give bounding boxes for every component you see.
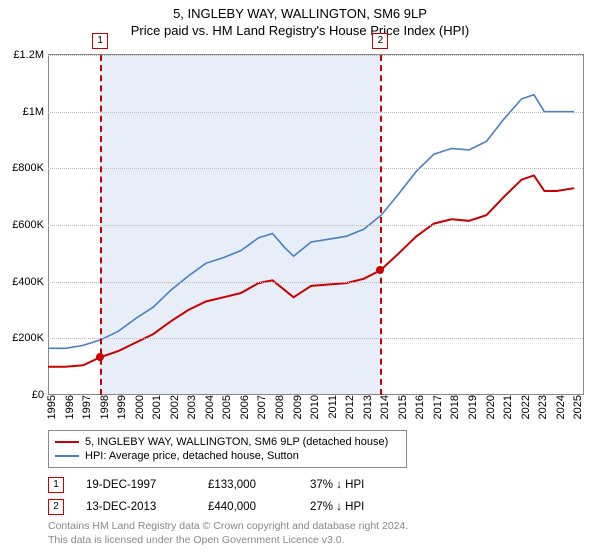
- sale-date: 13-DEC-2013: [86, 501, 186, 513]
- sale-delta: 37% ↓ HPI: [310, 479, 400, 491]
- y-tick-label: £600K: [12, 219, 48, 231]
- x-tick-label: 2024: [553, 395, 567, 419]
- x-tick-label: 2016: [412, 395, 426, 419]
- sale-price: £440,000: [208, 501, 288, 513]
- x-tick-label: 2019: [465, 395, 479, 419]
- x-tick-label: 2015: [395, 395, 409, 419]
- x-tick-label: 2007: [254, 395, 268, 419]
- y-tick-label: £400K: [12, 276, 48, 288]
- gridline: [48, 282, 583, 283]
- sale-date: 19-DEC-1997: [86, 479, 186, 491]
- sale-marker: 1: [48, 477, 64, 493]
- x-tick-label: 1997: [79, 395, 93, 419]
- legend-swatch: [55, 441, 79, 443]
- x-tick-label: 1995: [44, 395, 58, 419]
- x-tick-label: 1998: [97, 395, 111, 419]
- series-hpi: [48, 95, 574, 349]
- chart: £0£200K£400K£600K£800K£1M£1.2M1995199619…: [48, 54, 583, 394]
- legend-label: 5, INGLEBY WAY, WALLINGTON, SM6 9LP (det…: [85, 436, 388, 448]
- gridline: [48, 225, 583, 226]
- gridline: [48, 168, 583, 169]
- sales-table: 1 19-DEC-1997 £133,000 37% ↓ HPI 2 13-DEC-201…: [48, 474, 400, 518]
- x-tick-label: 2003: [184, 395, 198, 419]
- x-tick-label: 2023: [535, 395, 549, 419]
- x-tick-label: 2009: [290, 395, 304, 419]
- footer-line1: Contains HM Land Registry data © Crown c…: [48, 520, 408, 534]
- y-tick-label: £1.2M: [13, 49, 48, 61]
- page-title: 5, INGLEBY WAY, WALLINGTON, SM6 9LP: [0, 6, 600, 21]
- y-tick-label: £800K: [12, 162, 48, 174]
- x-tick-label: 2018: [447, 395, 461, 419]
- x-tick-label: 2005: [219, 395, 233, 419]
- legend-item: 5, INGLEBY WAY, WALLINGTON, SM6 9LP (det…: [55, 435, 400, 449]
- sale-marker-box: 2: [372, 33, 388, 49]
- sale-point: [96, 353, 104, 361]
- x-tick-label: 2021: [500, 395, 514, 419]
- x-tick-label: 1999: [114, 395, 128, 419]
- legend-item: HPI: Average price, detached house, Sutt…: [55, 449, 400, 463]
- x-tick-label: 2000: [132, 395, 146, 419]
- x-tick-label: 2008: [272, 395, 286, 419]
- sale-marker-line: [100, 55, 102, 395]
- sale-marker-box: 1: [92, 33, 108, 49]
- sale-marker: 2: [48, 499, 64, 515]
- x-tick-label: 2022: [518, 395, 532, 419]
- x-tick-label: 2013: [360, 395, 374, 419]
- x-tick-label: 2004: [202, 395, 216, 419]
- x-tick-label: 2014: [377, 395, 391, 419]
- legend-label: HPI: Average price, detached house, Sutt…: [85, 450, 299, 462]
- sale-row: 2 13-DEC-2013 £440,000 27% ↓ HPI: [48, 496, 400, 518]
- gridline: [48, 338, 583, 339]
- gridline: [48, 112, 583, 113]
- x-tick-label: 2006: [237, 395, 251, 419]
- chart-legend: 5, INGLEBY WAY, WALLINGTON, SM6 9LP (det…: [48, 430, 407, 468]
- x-tick-label: 2002: [167, 395, 181, 419]
- x-tick-label: 2001: [149, 395, 163, 419]
- sale-marker-line: [380, 55, 382, 395]
- gridline: [48, 55, 583, 56]
- x-tick-label: 2020: [483, 395, 497, 419]
- x-tick-label: 1996: [62, 395, 76, 419]
- x-tick-label: 2012: [342, 395, 356, 419]
- x-tick-label: 2017: [430, 395, 444, 419]
- x-tick-label: 2025: [570, 395, 584, 419]
- sale-delta: 27% ↓ HPI: [310, 501, 400, 513]
- legend-swatch: [55, 455, 79, 457]
- sale-point: [376, 266, 384, 274]
- x-tick-label: 2011: [325, 395, 339, 419]
- footer-line2: This data is licensed under the Open Gov…: [48, 534, 408, 548]
- sale-price: £133,000: [208, 479, 288, 491]
- page-subtitle: Price paid vs. HM Land Registry's House …: [0, 23, 600, 38]
- sale-row: 1 19-DEC-1997 £133,000 37% ↓ HPI: [48, 474, 400, 496]
- y-tick-label: £200K: [12, 332, 48, 344]
- footer: Contains HM Land Registry data © Crown c…: [48, 520, 408, 547]
- x-tick-label: 2010: [307, 395, 321, 419]
- y-tick-label: £1M: [23, 106, 48, 118]
